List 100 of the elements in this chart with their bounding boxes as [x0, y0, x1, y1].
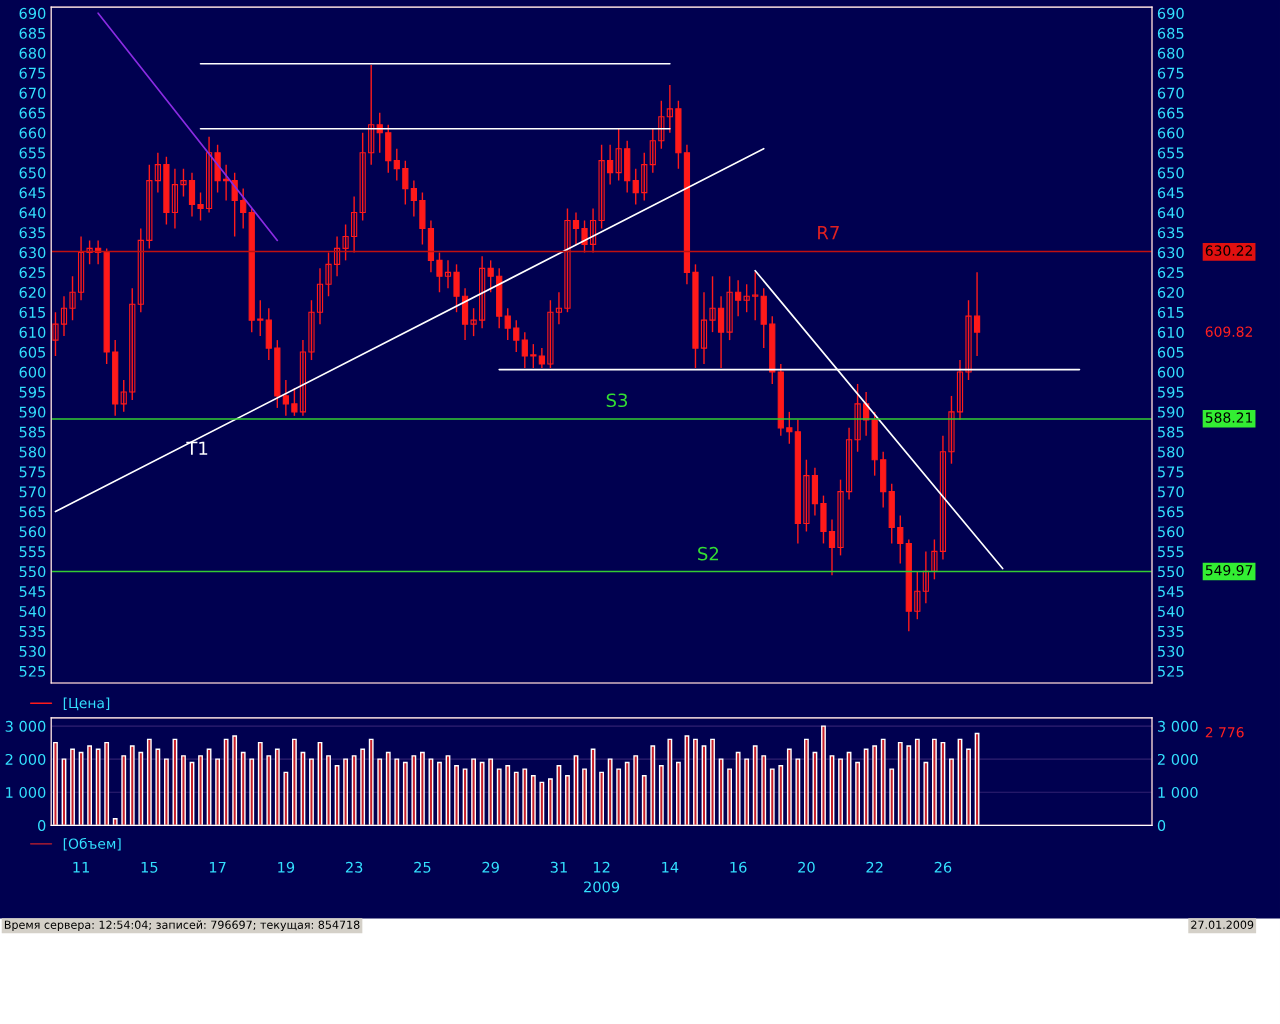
annotation: T1: [186, 441, 208, 455]
text: 588.21: [1205, 412, 1253, 423]
x-tick-label: 31: [550, 861, 567, 873]
y2-tick-label: 625: [1157, 267, 1184, 279]
y-tick-label: 660: [19, 127, 46, 139]
candlestick: [52, 311, 59, 357]
y2-tick-label: 525: [1157, 665, 1184, 677]
y2-tick-label: 615: [1157, 306, 1184, 318]
y2-tick-label: 570: [1157, 486, 1184, 498]
y2-tick-label: 590: [1157, 406, 1184, 418]
candlestick: [786, 411, 793, 445]
candlestick: [197, 191, 204, 222]
candlestick: [402, 159, 409, 206]
y2-tick-label: 545: [1157, 586, 1184, 598]
y-tick-label: 600: [19, 366, 46, 378]
y-tick-label: 3 000: [5, 720, 46, 732]
candlestick: [743, 283, 750, 313]
y-tick-label: 625: [19, 267, 46, 279]
y-tick-label: 690: [19, 7, 46, 19]
y-tick-label: 560: [19, 526, 46, 538]
x-tick-label: 20: [798, 861, 815, 873]
candlestick: [257, 299, 264, 337]
y-tick-label: 535: [19, 625, 46, 637]
x-tick-label: 14: [662, 861, 679, 873]
candlestick: [470, 307, 477, 337]
y-tick-label: 670: [19, 87, 46, 99]
candlestick: [854, 383, 861, 453]
y2-tick-label: 580: [1157, 446, 1184, 458]
y2-tick-label: 640: [1157, 207, 1184, 219]
y-tick-label: 615: [19, 306, 46, 318]
candlestick: [615, 128, 622, 182]
candlestick: [308, 299, 315, 361]
y-tick-label: 530: [19, 645, 46, 657]
y2-tick-label: 690: [1157, 7, 1184, 19]
candlestick: [564, 207, 571, 313]
y-tick-label: 645: [19, 187, 46, 199]
x-tick-label: 12: [593, 861, 610, 873]
y-tick-label: 680: [19, 47, 46, 59]
candlestick: [103, 247, 110, 365]
x-tick-label: 23: [345, 861, 363, 873]
y-tick-label: 2 000: [5, 753, 46, 765]
candlestick: [820, 494, 827, 545]
y-tick-label: 575: [19, 466, 46, 478]
y2-tick-label: 680: [1157, 47, 1184, 59]
candlestick: [547, 299, 554, 369]
x-tick-label: 19: [278, 861, 295, 873]
legend-label: [Объем]: [63, 837, 121, 851]
x-tick-label: 15: [141, 861, 158, 873]
y-tick-label: 650: [19, 167, 46, 179]
candlestick: [914, 570, 921, 620]
candlestick: [291, 387, 298, 417]
candlestick: [325, 251, 332, 297]
candlestick: [163, 155, 170, 226]
candlestick: [871, 411, 878, 477]
y2-tick-label: 635: [1157, 227, 1184, 239]
candlestick: [692, 263, 699, 369]
y-tick-label: 545: [19, 586, 46, 598]
y-tick-label: 0: [38, 820, 46, 832]
y2-tick-label: 550: [1157, 566, 1184, 578]
y2-tick-label: 575: [1157, 466, 1184, 478]
x-tick-label: 11: [73, 861, 89, 873]
candlestick: [726, 275, 733, 341]
y2-tick-label: 0: [1157, 820, 1166, 832]
y2-tick-label: 685: [1157, 27, 1184, 39]
candlestick: [803, 459, 810, 533]
y2-tick-label: 3 000: [1157, 720, 1198, 732]
y2-tick-label: 670: [1157, 87, 1184, 99]
y-tick-label: 580: [19, 446, 46, 458]
candlestick: [359, 132, 366, 222]
y-tick-label: 620: [19, 286, 46, 298]
y2-tick-label: 2 000: [1157, 753, 1198, 765]
x-tick-label: 22: [866, 861, 883, 873]
y-tick-label: 655: [19, 147, 46, 159]
y2-tick-label: 675: [1157, 67, 1184, 79]
y2-tick-label: 605: [1157, 346, 1184, 358]
y-tick-label: 630: [19, 247, 46, 259]
y-tick-label: 685: [19, 27, 46, 39]
annotation: S3: [606, 393, 628, 408]
y2-tick-label: 645: [1157, 187, 1184, 199]
y2-tick-label: 660: [1157, 127, 1184, 139]
y2-tick-label: 595: [1157, 386, 1184, 398]
y2-tick-label: 540: [1157, 605, 1184, 617]
x-tick-label: 16: [730, 861, 747, 873]
y2-tick-label: 620: [1157, 286, 1184, 298]
y-tick-label: 570: [19, 486, 46, 498]
y2-tick-label: 555: [1157, 546, 1184, 558]
text: 549.97: [1205, 565, 1253, 576]
y2-tick-label: 600: [1157, 366, 1184, 378]
y-tick-label: 525: [19, 665, 46, 677]
y-tick-label: 605: [19, 346, 46, 358]
y2-tick-label: 530: [1157, 645, 1184, 657]
text: 609.82: [1205, 326, 1252, 337]
y-tick-label: 590: [19, 406, 46, 418]
y-tick-label: 555: [19, 546, 46, 558]
x-axis-title: 2009: [584, 881, 620, 893]
candlestick: [675, 100, 682, 170]
candlestick: [709, 275, 716, 333]
y-tick-label: 540: [19, 605, 46, 617]
candlestick: [487, 259, 494, 293]
y2-tick-label: 560: [1157, 526, 1184, 538]
